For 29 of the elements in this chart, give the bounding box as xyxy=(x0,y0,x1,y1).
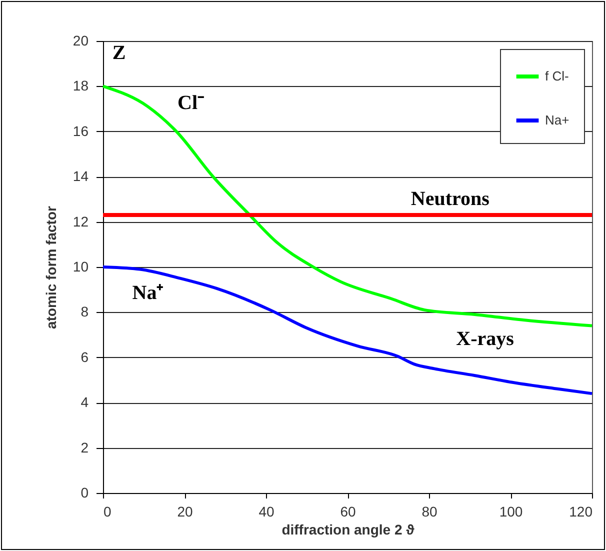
x-tick-label: 40 xyxy=(258,504,274,520)
y-tick-label: 0 xyxy=(80,484,89,500)
y-tick-label: 14 xyxy=(72,168,89,184)
legend-label: f Cl- xyxy=(545,68,569,84)
x-tick-label: 60 xyxy=(340,504,356,520)
line-series xyxy=(102,84,594,328)
y-tick-label: 10 xyxy=(72,258,89,274)
line-series xyxy=(102,266,594,396)
annotation: Z xyxy=(112,42,126,64)
x-tick-label: 80 xyxy=(422,504,438,520)
y-tick-label: 4 xyxy=(80,394,89,410)
x-axis-title: diffraction angle 2 ϑ xyxy=(282,522,416,538)
legend-label: Na+ xyxy=(545,112,570,128)
x-tick-label: 100 xyxy=(499,504,523,520)
y-tick-label: 8 xyxy=(80,304,89,320)
y-tick-label: 12 xyxy=(72,213,89,230)
annotation: Na⁺ xyxy=(132,282,164,304)
annotation: Cl⁻ xyxy=(178,92,204,114)
y-tick-label: 2 xyxy=(80,439,89,456)
y-tick-label: 16 xyxy=(72,122,89,139)
x-tick-label: 20 xyxy=(177,504,193,520)
x-tick-label: 120 xyxy=(569,504,593,520)
y-tick-label: 18 xyxy=(72,78,89,94)
y-tick-label: 20 xyxy=(72,32,89,48)
ref-line-label: Neutrons xyxy=(410,188,490,210)
annotation: X-rays xyxy=(456,328,514,350)
y-tick-label: 6 xyxy=(80,348,89,365)
y-axis-title: atomic form factor xyxy=(42,206,59,329)
x-tick-label: 0 xyxy=(104,504,112,520)
